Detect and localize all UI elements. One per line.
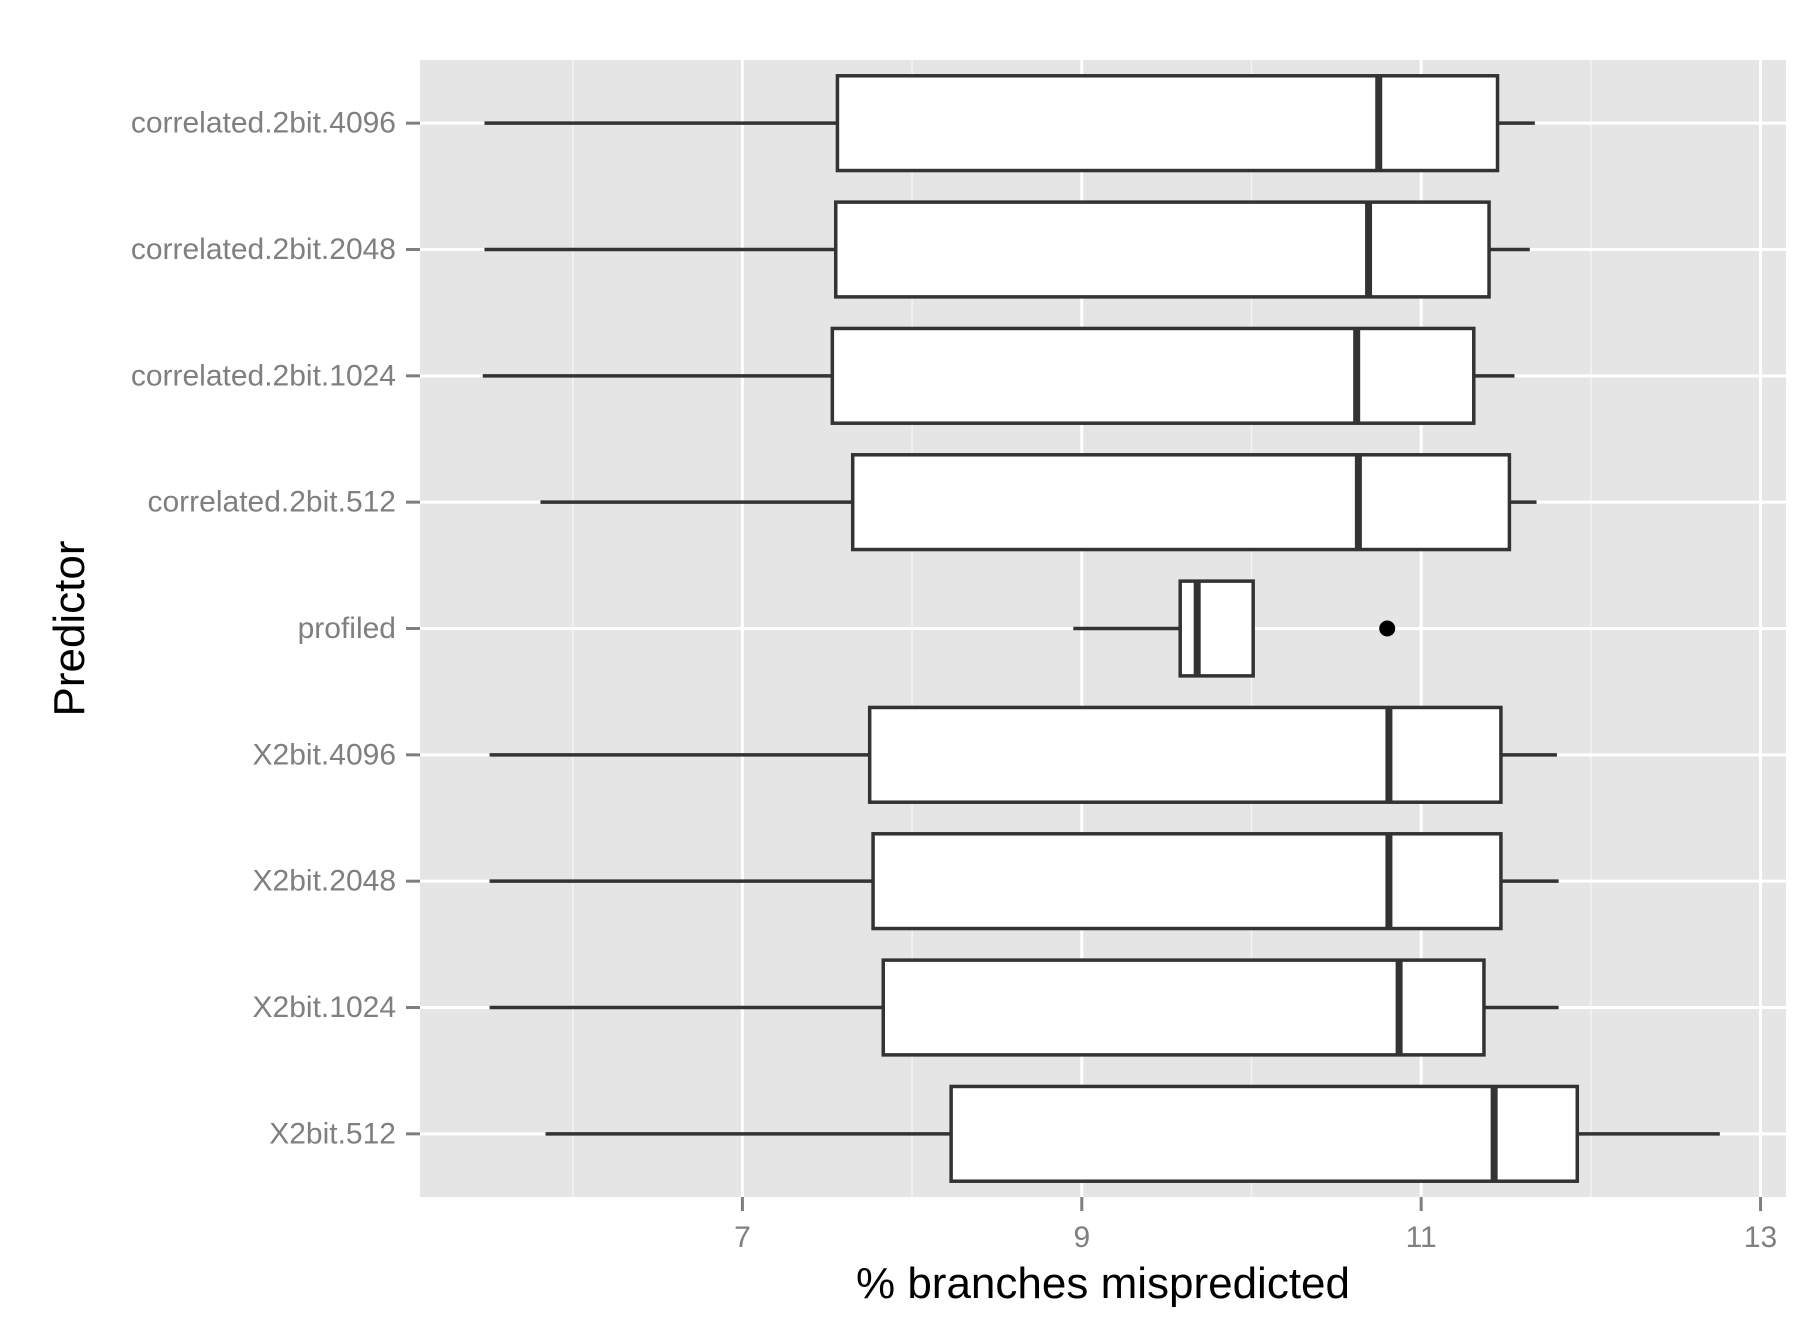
x-tick-label: 9 [1073, 1221, 1090, 1254]
y-tick-label: X2bit.512 [269, 1117, 396, 1150]
y-tick-label: correlated.2bit.1024 [131, 359, 396, 392]
box-iqr [949, 1084, 1580, 1183]
box-iqr [1178, 579, 1255, 678]
box-iqr [850, 453, 1512, 552]
box-profiled [1073, 579, 1396, 678]
box-correlated.2bit.4096 [484, 74, 1535, 173]
y-tick-label: X2bit.2048 [253, 865, 396, 898]
box-X2bit.2048 [489, 832, 1559, 931]
outlier-point [1379, 620, 1396, 637]
x-axis-title: % branches mispredicted [856, 1259, 1350, 1308]
y-axis-title: Predictor [45, 540, 94, 716]
box-X2bit.1024 [489, 958, 1559, 1057]
x-tick-label: 13 [1744, 1221, 1777, 1254]
box-X2bit.512 [545, 1084, 1720, 1183]
x-axis: 7 9 11 13 [734, 1197, 1777, 1254]
x-tick-label: 11 [1406, 1221, 1437, 1254]
y-tick-label: profiled [298, 612, 396, 645]
box-iqr [867, 705, 1503, 804]
box-correlated.2bit.1024 [482, 326, 1515, 425]
y-tick-label: X2bit.4096 [253, 738, 396, 771]
box-iqr [881, 958, 1486, 1057]
box-iqr [833, 200, 1491, 299]
box-iqr [830, 326, 1476, 425]
x-tick-label: 7 [734, 1221, 751, 1254]
y-tick-label: correlated.2bit.2048 [131, 233, 396, 266]
box-correlated.2bit.2048 [484, 200, 1530, 299]
box-iqr [835, 74, 1500, 173]
y-tick-label: correlated.2bit.4096 [131, 107, 396, 140]
y-tick-label: correlated.2bit.512 [148, 486, 397, 519]
box-series [482, 74, 1720, 1183]
box-iqr [871, 832, 1503, 931]
y-tick-label: X2bit.1024 [253, 991, 396, 1024]
box-X2bit.4096 [489, 705, 1557, 804]
box-correlated.2bit.512 [540, 453, 1537, 552]
y-axis: correlated.2bit.4096 correlated.2bit.2048… [131, 107, 420, 1150]
